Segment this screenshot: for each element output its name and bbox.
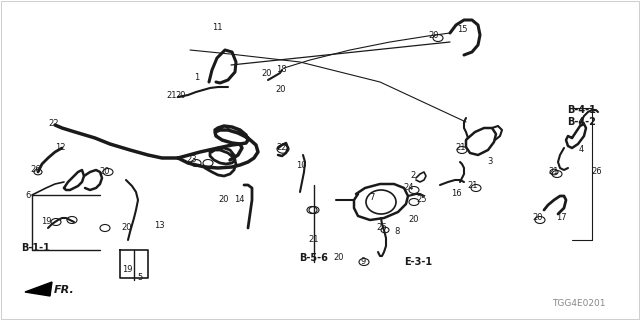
Text: 19: 19	[41, 218, 51, 227]
Text: 20: 20	[409, 215, 419, 225]
Text: 16: 16	[451, 188, 461, 197]
Text: 22: 22	[49, 119, 60, 129]
Text: 25: 25	[417, 196, 428, 204]
Polygon shape	[25, 282, 52, 296]
Text: 8: 8	[394, 228, 400, 236]
Text: B-4-2: B-4-2	[568, 117, 596, 127]
Text: 6: 6	[26, 191, 31, 201]
Text: 19: 19	[122, 266, 132, 275]
Text: 7: 7	[369, 194, 374, 203]
Text: 20: 20	[176, 91, 186, 100]
Text: 4: 4	[579, 145, 584, 154]
Text: 11: 11	[212, 23, 222, 33]
Text: 20: 20	[122, 223, 132, 233]
Text: 20: 20	[333, 253, 344, 262]
Text: E-3-1: E-3-1	[404, 257, 432, 267]
Text: FR.: FR.	[54, 285, 75, 295]
Text: 26: 26	[377, 223, 387, 233]
Text: 21: 21	[167, 91, 177, 100]
Text: 23: 23	[187, 156, 197, 164]
Text: TGG4E0201: TGG4E0201	[552, 299, 606, 308]
Text: 21: 21	[308, 236, 319, 244]
Text: 1: 1	[195, 74, 200, 83]
Text: 26: 26	[592, 167, 602, 177]
Text: 20: 20	[532, 213, 543, 222]
Text: 21: 21	[548, 167, 559, 177]
Text: B-4-1: B-4-1	[568, 105, 596, 115]
Text: B-5-6: B-5-6	[300, 253, 328, 263]
Text: 13: 13	[154, 220, 164, 229]
Text: 18: 18	[276, 66, 286, 75]
Text: 22: 22	[276, 143, 287, 153]
Text: 21: 21	[468, 181, 478, 190]
Text: 20: 20	[429, 30, 439, 39]
Text: 26: 26	[31, 165, 42, 174]
Text: 9: 9	[360, 258, 365, 267]
Text: 20: 20	[100, 167, 110, 177]
Text: 21: 21	[456, 143, 467, 153]
Text: 12: 12	[55, 143, 65, 153]
Text: 10: 10	[296, 162, 307, 171]
Text: B-1-1: B-1-1	[22, 243, 51, 253]
Text: 20: 20	[276, 85, 286, 94]
Text: 20: 20	[262, 68, 272, 77]
Text: 3: 3	[487, 156, 493, 165]
Text: 15: 15	[457, 26, 467, 35]
Text: 20: 20	[219, 196, 229, 204]
Text: 14: 14	[234, 196, 244, 204]
Text: 5: 5	[138, 274, 143, 283]
Text: 2: 2	[410, 172, 415, 180]
Text: 17: 17	[556, 213, 566, 222]
Text: 24: 24	[404, 183, 414, 193]
